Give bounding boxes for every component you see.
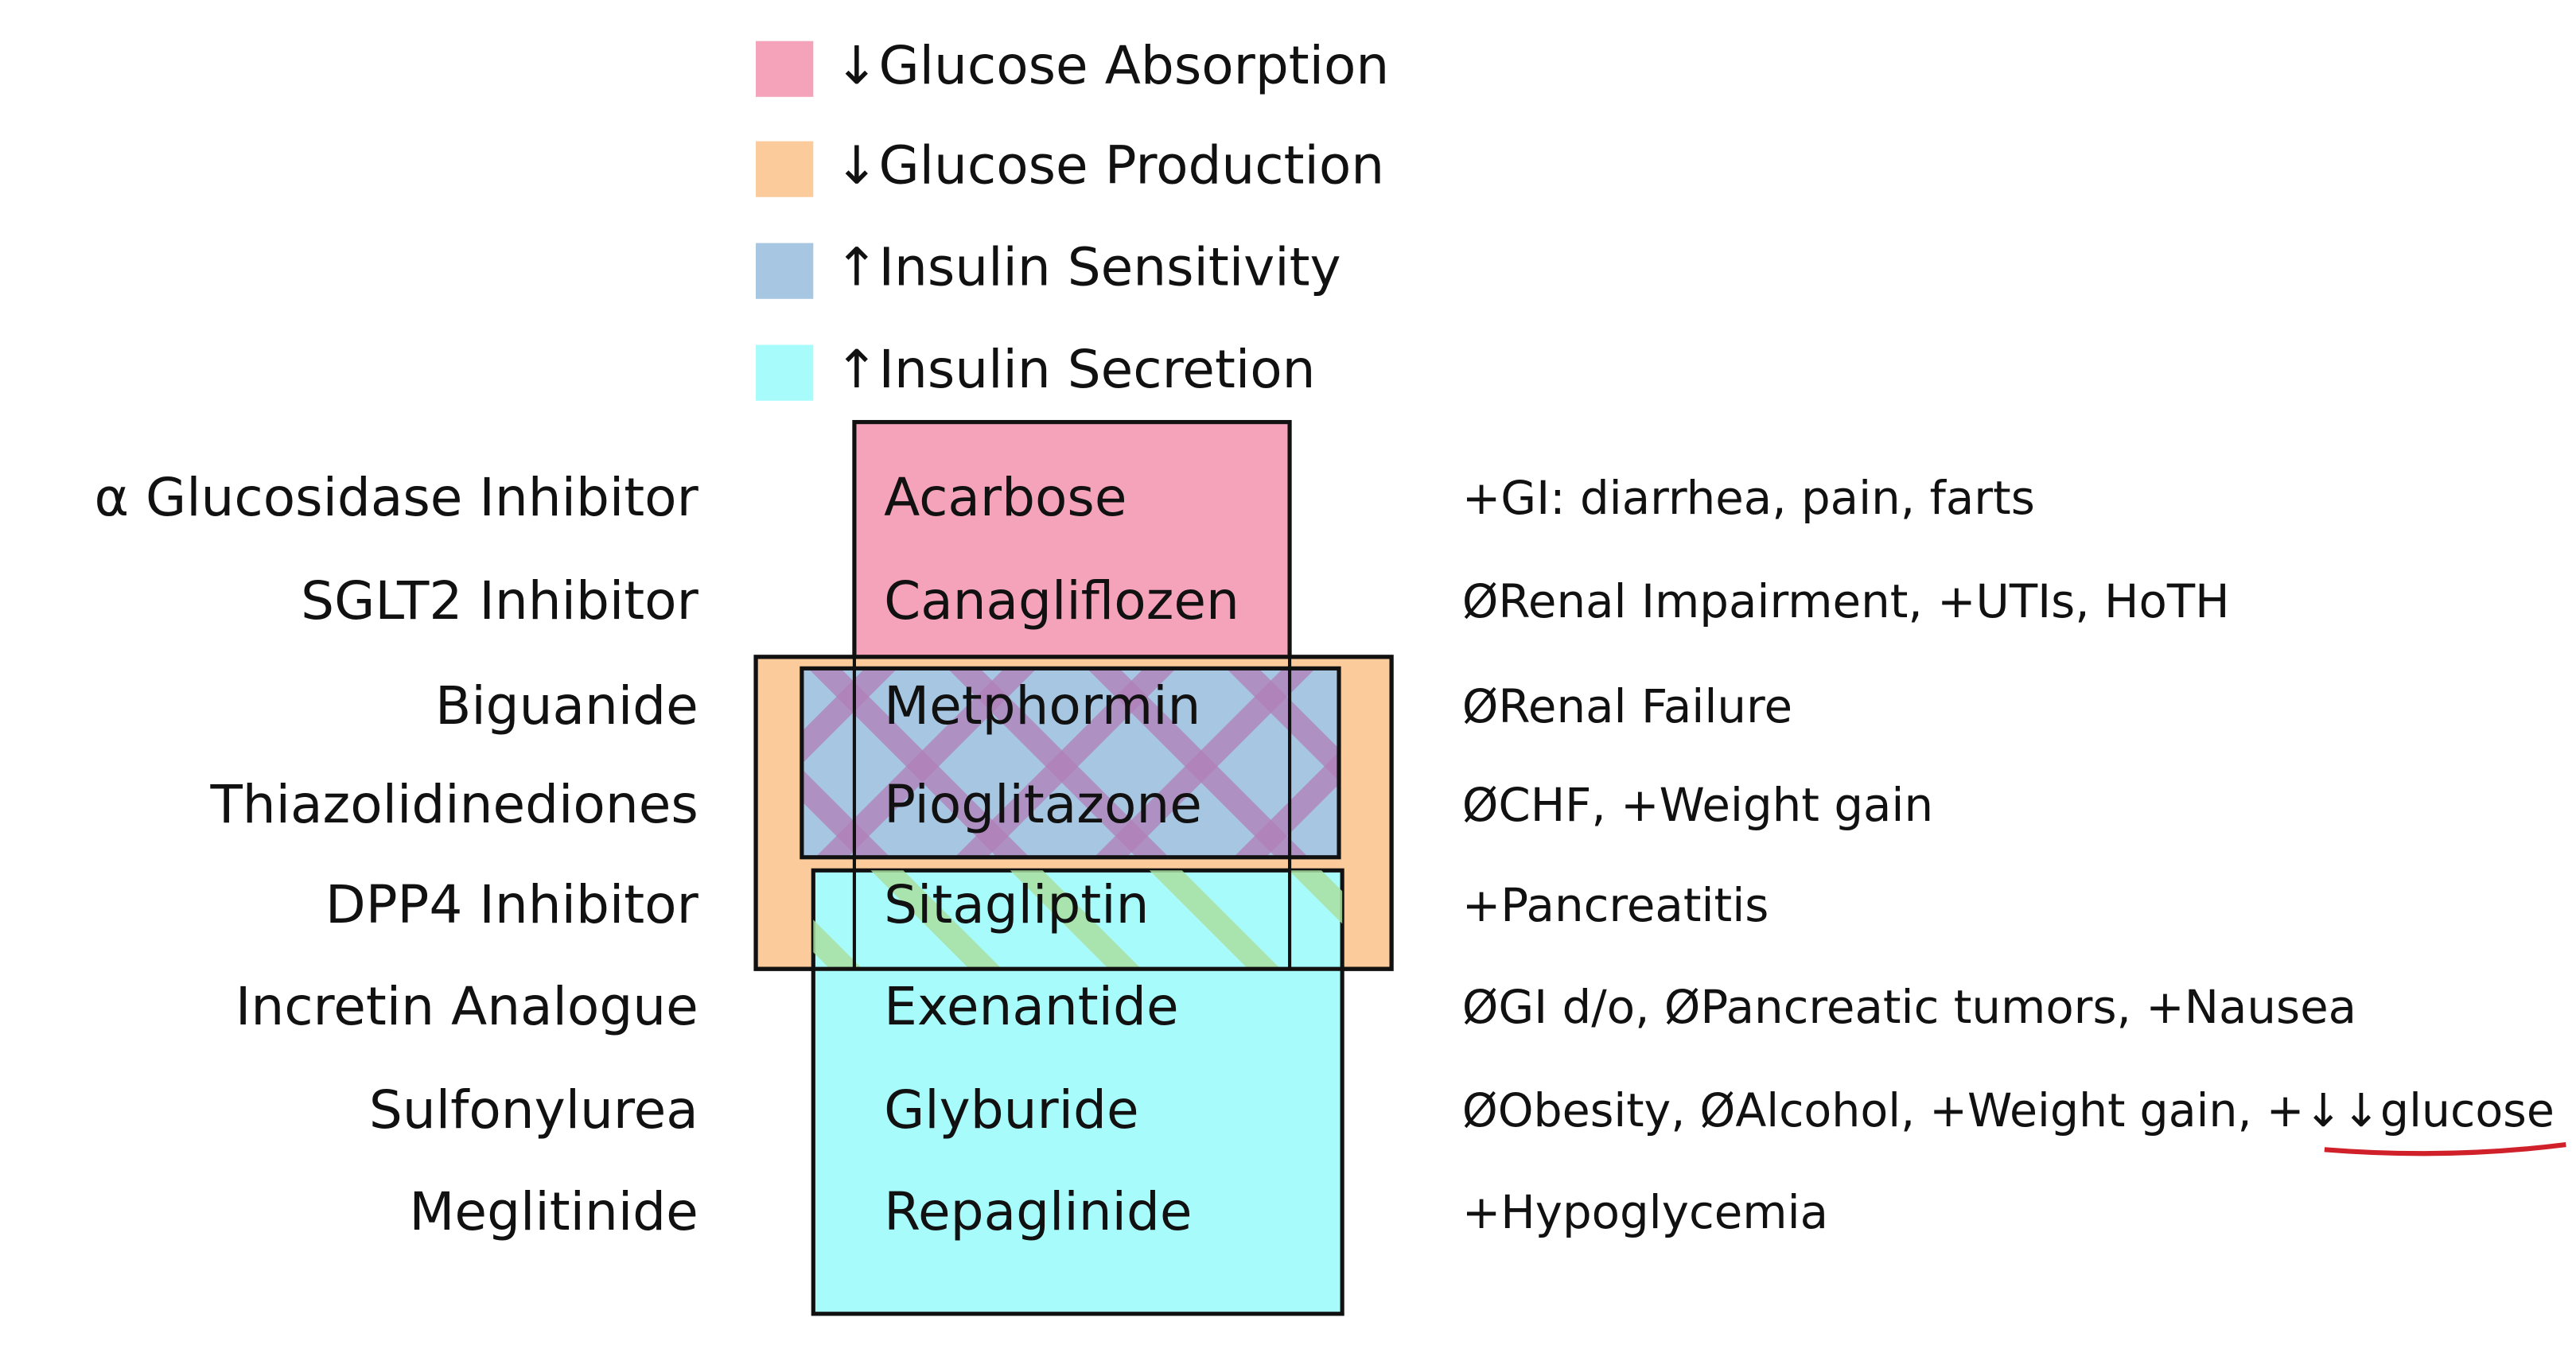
drug-name: Metphormin (884, 675, 1200, 737)
drug-notes: ØGI d/o, ØPancreatic tumors, +Nausea (1462, 980, 2356, 1034)
drug-name: Repaglinide (884, 1181, 1192, 1242)
drug-name: Acarbose (884, 467, 1127, 528)
hatch (800, 666, 1341, 860)
drug-class: Biguanide (435, 675, 698, 737)
absorption-box (852, 420, 1292, 659)
drug-notes: +Pancreatitis (1462, 878, 1769, 932)
drug-notes: +Hypoglycemia (1462, 1185, 1828, 1239)
drug-class: DPP4 Inhibitor (325, 874, 699, 935)
legend-label: ↑Insulin Sensitivity (835, 237, 1341, 298)
drug-name: Canagliflozen (884, 570, 1239, 632)
legend-swatch (756, 344, 814, 401)
boxes (753, 420, 1394, 1316)
drug-notes: +GI: diarrhea, pain, farts (1462, 471, 2035, 525)
drug-notes: ØObesity, ØAlcohol, +Weight gain, +↓↓glu… (1462, 1083, 2555, 1137)
drug-notes: ØRenal Impairment, +UTIs, HoTH (1462, 574, 2230, 628)
drug-class: Meglitinide (409, 1181, 698, 1242)
legend-label: ↑Insulin Secretion (835, 339, 1315, 400)
drug-name: Glyburide (884, 1079, 1139, 1141)
legend-label: ↓Glucose Absorption (835, 35, 1389, 96)
legend-swatch (756, 41, 814, 97)
legend-swatch (756, 141, 814, 197)
legend-label: ↓Glucose Production (835, 135, 1384, 196)
drug-notes: ØCHF, +Weight gain (1462, 778, 1933, 832)
underline (2324, 1142, 2566, 1156)
drug-class: Thiazolidinediones (209, 774, 698, 835)
legend-swatch (756, 243, 814, 299)
outline (852, 420, 1292, 971)
drug-name: Pioglitazone (884, 774, 1202, 835)
drug-name: Exenantide (884, 976, 1179, 1037)
drug-notes: ØRenal Failure (1462, 679, 1792, 733)
drug-name: Sitagliptin (884, 874, 1149, 935)
content: ↓Glucose Absorption ↓Glucose Production ↑I… (94, 35, 2566, 1242)
hatch (813, 870, 1343, 970)
drug-class: SGLT2 Inhibitor (301, 570, 698, 632)
drug-class: Sulfonylurea (369, 1079, 698, 1141)
drug-class: α Glucosidase Inhibitor (94, 467, 698, 528)
drug-class: Incretin Analogue (235, 976, 698, 1037)
